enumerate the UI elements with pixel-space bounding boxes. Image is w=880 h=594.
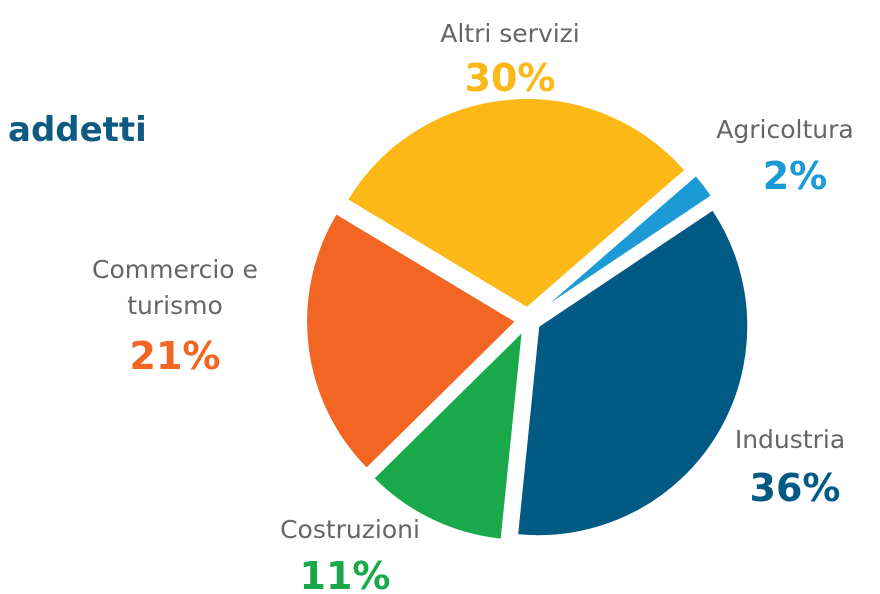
slice-label: Commercio e turismo: [92, 255, 258, 320]
slice-label: Costruzioni: [280, 515, 420, 544]
value-label: 30%: [464, 56, 556, 100]
value-label: 11%: [299, 554, 391, 594]
value-label: 36%: [749, 466, 841, 510]
slice-label: Altri servizi: [440, 19, 580, 48]
slice-label: Agricoltura: [716, 115, 854, 144]
slice-label: Industria: [734, 425, 846, 454]
value-label: 21%: [129, 334, 221, 378]
pie-slice: [305, 211, 518, 471]
value-label: 2%: [762, 154, 828, 198]
chart-title: addetti: [8, 110, 147, 150]
pie-slice: [515, 207, 750, 538]
pie-slice: [371, 328, 525, 541]
pie-slice: [536, 173, 714, 314]
pie-slice: [345, 97, 687, 310]
